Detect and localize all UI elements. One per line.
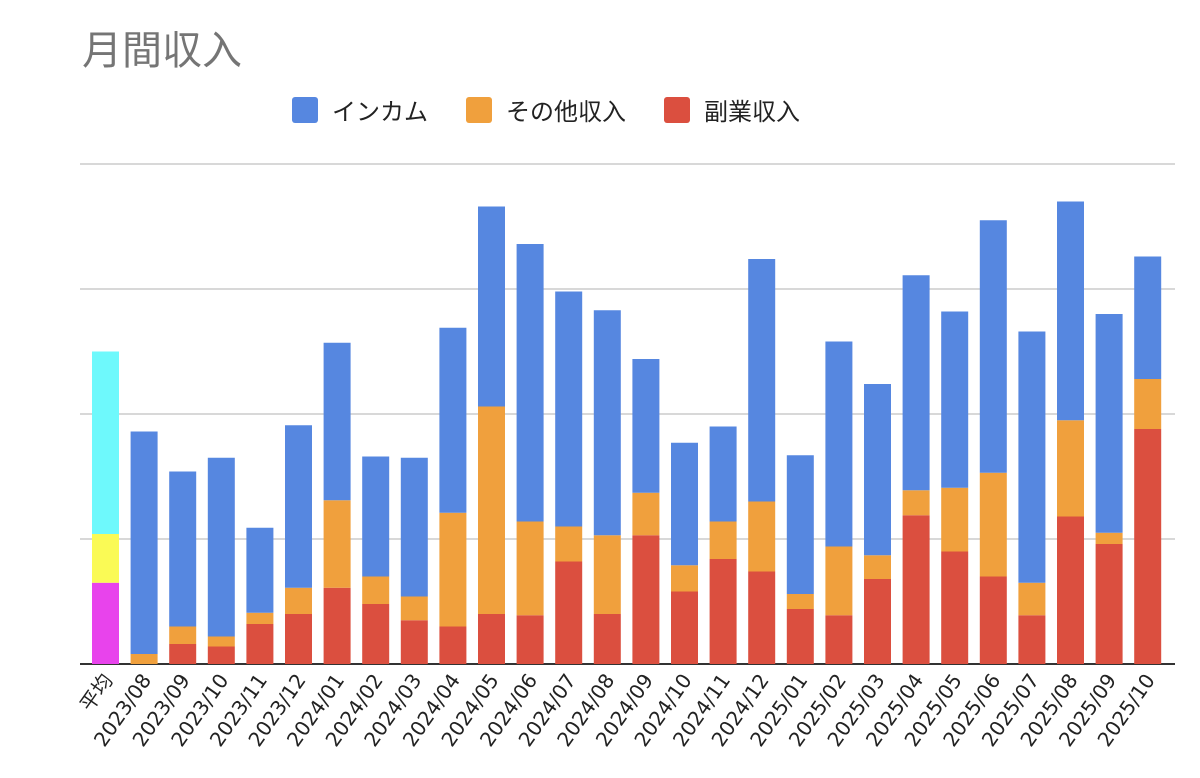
bar-segment-side-9 <box>439 626 467 664</box>
legend-label-side: 副業収入 <box>704 98 800 126</box>
bar-segment-income-18 <box>786 455 814 594</box>
bar-segment-other-19 <box>825 546 853 616</box>
bar-segment-income-9 <box>439 327 467 513</box>
legend-label-income: インカム <box>332 98 428 126</box>
bar-segment-other-3 <box>207 636 235 647</box>
bar-segment-other-1 <box>130 654 158 664</box>
bar-segment-side-10 <box>478 614 505 664</box>
bar-segment-income-0 <box>92 351 119 534</box>
bar-segment-side-8 <box>400 620 428 664</box>
bar-segment-other-13 <box>593 535 621 614</box>
bar-segment-income-25 <box>1057 201 1084 421</box>
bar-segment-income-16 <box>709 426 737 522</box>
legend-swatch-other <box>466 96 492 123</box>
bar-segment-income-15 <box>671 442 698 566</box>
bar-segment-side-6 <box>323 587 351 664</box>
bar-segment-other-7 <box>362 576 390 604</box>
bar-segment-side-25 <box>1057 516 1084 664</box>
bar-segment-side-26 <box>1095 544 1123 664</box>
bar-segment-side-20 <box>864 579 891 664</box>
bar-segment-other-2 <box>169 626 197 644</box>
bar-segment-other-14 <box>632 492 660 536</box>
bar-segment-side-0 <box>92 582 119 664</box>
bar-segment-other-23 <box>979 472 1007 577</box>
bar-segment-income-7 <box>362 456 390 577</box>
chart-title: 月間収入 <box>82 28 242 74</box>
bar-segment-other-11 <box>516 521 544 616</box>
legend-label-other: その他収入 <box>506 98 626 126</box>
bar-segment-other-0 <box>92 534 119 583</box>
bar-segment-other-8 <box>400 596 428 621</box>
bar-segment-income-8 <box>400 457 428 597</box>
bar-segment-side-21 <box>902 515 930 664</box>
bar-segment-income-12 <box>555 291 583 527</box>
legend-item-side: 副業収入 <box>664 92 800 127</box>
bar-segment-side-2 <box>169 644 197 664</box>
bar-segment-other-9 <box>439 512 467 627</box>
legend-swatch-income <box>292 96 318 123</box>
bar-segment-side-22 <box>941 551 969 664</box>
bar-segment-other-17 <box>748 501 776 572</box>
bar-segment-income-23 <box>979 220 1007 473</box>
bar-segment-other-22 <box>941 487 969 552</box>
bar-segment-side-15 <box>671 591 698 664</box>
bar-segment-income-24 <box>1018 331 1046 583</box>
bar-segment-side-19 <box>825 615 853 664</box>
bar-segment-income-17 <box>748 259 776 502</box>
bar-segment-side-12 <box>555 561 583 664</box>
bar-segment-income-6 <box>323 342 351 501</box>
bar-segment-other-21 <box>902 490 930 516</box>
bar-segment-income-14 <box>632 359 660 493</box>
bar-segment-side-16 <box>709 559 737 664</box>
bar-segment-side-13 <box>593 614 621 664</box>
bar-segment-other-27 <box>1134 379 1162 429</box>
bar-segment-other-15 <box>671 565 698 592</box>
bar-segment-side-11 <box>516 615 544 664</box>
bar-segment-income-22 <box>941 311 969 488</box>
legend-item-other: その他収入 <box>466 92 626 127</box>
bar-segment-income-26 <box>1095 314 1123 533</box>
bar-segment-other-20 <box>864 555 891 579</box>
bar-segment-income-10 <box>478 206 505 407</box>
legend: インカム その他収入 副業収入 <box>292 92 800 127</box>
bar-segment-other-18 <box>786 594 814 609</box>
bar-segment-income-2 <box>169 471 197 627</box>
legend-item-income: インカム <box>292 92 428 127</box>
legend-swatch-side <box>664 96 690 123</box>
bar-segment-other-6 <box>323 500 351 588</box>
bar-segment-income-27 <box>1134 256 1162 379</box>
bar-segment-income-3 <box>207 457 235 637</box>
bar-segment-side-7 <box>362 604 390 664</box>
bar-segment-side-4 <box>246 624 274 664</box>
bar-segment-income-19 <box>825 341 853 547</box>
bar-segment-other-4 <box>246 612 274 624</box>
bar-segment-side-24 <box>1018 615 1046 664</box>
bar-segment-income-1 <box>130 431 158 654</box>
bar-segment-income-13 <box>593 310 621 536</box>
bar-segment-other-16 <box>709 521 737 559</box>
bar-segment-side-23 <box>979 576 1007 664</box>
bar-segment-income-4 <box>246 527 274 613</box>
bar-segment-income-21 <box>902 275 930 491</box>
bar-segment-side-3 <box>207 646 235 664</box>
bar-segment-other-26 <box>1095 532 1123 544</box>
bar-segment-side-18 <box>786 609 814 664</box>
bar-segment-other-25 <box>1057 420 1084 517</box>
bar-segment-income-20 <box>864 384 891 556</box>
bar-segment-side-17 <box>748 571 776 664</box>
bar-segment-side-5 <box>285 614 312 664</box>
bar-segment-income-5 <box>285 425 312 588</box>
bar-segment-other-10 <box>478 406 505 614</box>
bar-segment-side-27 <box>1134 429 1162 664</box>
bar-segment-other-24 <box>1018 582 1046 616</box>
bar-segment-income-11 <box>516 244 544 522</box>
bar-segment-side-14 <box>632 535 660 664</box>
bar-segment-other-12 <box>555 526 583 562</box>
bar-segment-other-5 <box>285 587 312 614</box>
